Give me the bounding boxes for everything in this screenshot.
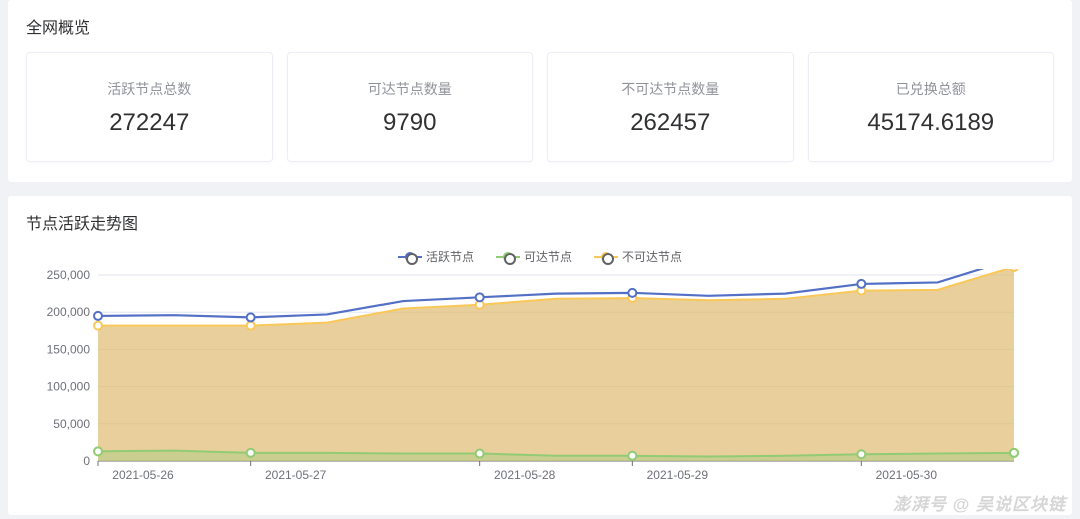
legend-item-active[interactable]: 活跃节点 xyxy=(398,248,474,265)
svg-text:2021-05-29: 2021-05-29 xyxy=(647,468,709,482)
svg-text:50,000: 50,000 xyxy=(53,417,90,431)
svg-text:2021-05-26: 2021-05-26 xyxy=(112,468,174,482)
chart-legend: 活跃节点 可达节点 不可达节点 xyxy=(26,248,1054,265)
stat-label: 可达节点数量 xyxy=(298,79,523,99)
legend-mark-icon xyxy=(496,252,520,262)
stat-label: 活跃节点总数 xyxy=(37,79,262,99)
stat-card-unreachable: 不可达节点数量 262457 xyxy=(547,52,794,162)
legend-mark-icon xyxy=(398,252,422,262)
stat-value: 262457 xyxy=(558,109,783,137)
svg-text:150,000: 150,000 xyxy=(47,342,91,356)
stat-value: 45174.6189 xyxy=(819,109,1044,137)
svg-text:100,000: 100,000 xyxy=(47,380,91,394)
chart-area: 0 50,000 100,000 150,000 200,000 250,000 2021-… xyxy=(26,269,1054,509)
svg-text:2021-05-28: 2021-05-28 xyxy=(494,468,556,482)
legend-mark-icon xyxy=(594,252,618,262)
stats-row: 活跃节点总数 272247 可达节点数量 9790 不可达节点数量 262457… xyxy=(26,52,1054,162)
chart-title: 节点活跃走势图 xyxy=(26,210,1054,234)
legend-label: 活跃节点 xyxy=(426,248,474,265)
stat-label: 不可达节点数量 xyxy=(558,79,783,99)
svg-text:2021-05-30: 2021-05-30 xyxy=(876,468,938,482)
legend-item-reach[interactable]: 可达节点 xyxy=(496,248,572,265)
stat-card-reachable: 可达节点数量 9790 xyxy=(287,52,534,162)
trend-chart-svg: 0 50,000 100,000 150,000 200,000 250,000 2021-… xyxy=(26,269,1026,489)
overview-panel: 全网概览 活跃节点总数 272247 可达节点数量 9790 不可达节点数量 2… xyxy=(8,0,1072,182)
overview-title: 全网概览 xyxy=(26,14,1054,38)
svg-text:250,000: 250,000 xyxy=(47,269,91,282)
stat-label: 已兑换总额 xyxy=(819,79,1044,99)
stat-card-redeemed: 已兑换总额 45174.6189 xyxy=(808,52,1055,162)
svg-text:2021-05-27: 2021-05-27 xyxy=(265,468,327,482)
stat-value: 9790 xyxy=(298,109,523,137)
legend-label: 可达节点 xyxy=(524,248,572,265)
legend-label: 不可达节点 xyxy=(622,248,682,265)
svg-text:0: 0 xyxy=(83,454,90,468)
svg-text:200,000: 200,000 xyxy=(47,305,91,319)
stat-card-active-total: 活跃节点总数 272247 xyxy=(26,52,273,162)
legend-item-unreach[interactable]: 不可达节点 xyxy=(594,248,682,265)
chart-panel: 节点活跃走势图 活跃节点 可达节点 不可达节点 0 50,000 100,000 15… xyxy=(8,196,1072,515)
stat-value: 272247 xyxy=(37,109,262,137)
